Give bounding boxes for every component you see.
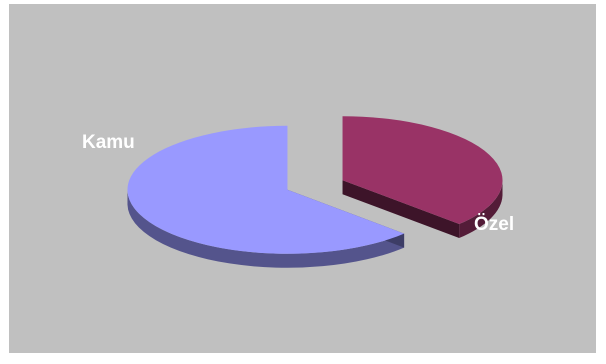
pie-slice-cut-kamu xyxy=(342,180,460,239)
slice-label-kamu: Kamu xyxy=(82,132,135,153)
pie-slice-side-zel xyxy=(127,190,405,268)
pie-slice-zel xyxy=(127,125,405,254)
pie-slice-side-kamu xyxy=(459,181,503,239)
pie-slice-kamu xyxy=(342,116,503,225)
slice-label-ozel: Özel xyxy=(474,214,514,235)
